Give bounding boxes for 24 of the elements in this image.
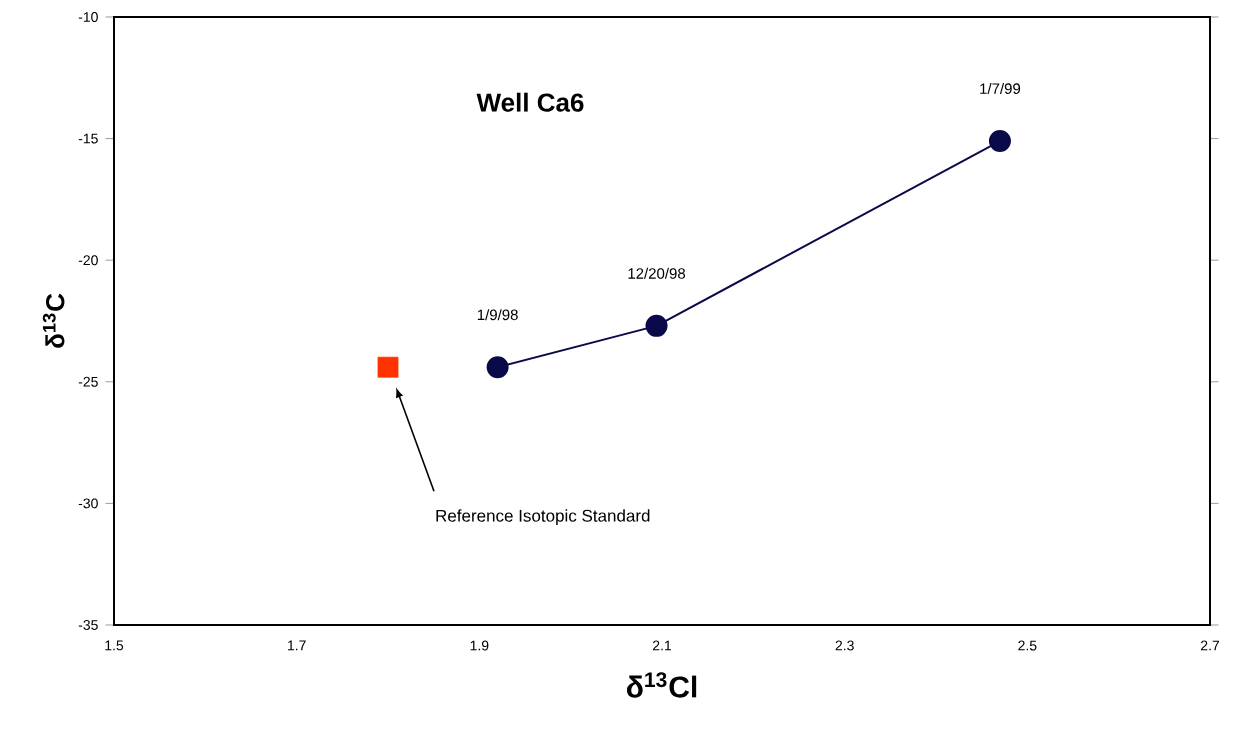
- x-tick-label: 2.5: [1018, 640, 1037, 651]
- point: [377, 356, 399, 378]
- point: [486, 356, 509, 379]
- annotation: 1/7/99: [980, 82, 1021, 94]
- annotation: 1/9/98: [477, 309, 518, 321]
- x-tick-label: 2.3: [835, 640, 854, 651]
- x-tick-label: 1.7: [288, 640, 306, 651]
- annotation: Reference Isotopic Standard: [436, 509, 650, 526]
- x-tick-label: 1.5: [105, 640, 124, 651]
- annotation: 12/20/98: [628, 267, 686, 279]
- y-tick-label: -30: [78, 498, 98, 509]
- text: Well Ca6: [476, 92, 584, 112]
- point: [645, 314, 668, 337]
- x-tick-label: 2.1: [652, 640, 672, 651]
- x-axis-title: δ$^{13}$Cl: [626, 672, 697, 698]
- y-tick-label: -35: [78, 620, 98, 630]
- y-tick-label: -15: [78, 133, 98, 144]
- x-tick-label: 1.9: [470, 640, 489, 651]
- y-axis-title: δ$^{13}$C: [42, 293, 65, 348]
- y-tick-label: -25: [78, 376, 98, 387]
- y-tick-label: -20: [78, 255, 98, 266]
- point: [988, 130, 1011, 153]
- y-tick-label: -10: [78, 12, 98, 22]
- x-tick-label: 2.7: [1200, 640, 1220, 651]
